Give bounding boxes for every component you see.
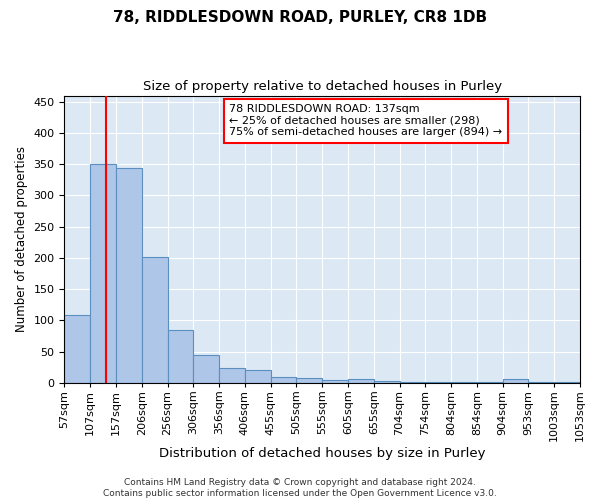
Bar xyxy=(193,354,219,383)
Bar xyxy=(245,370,271,383)
Bar xyxy=(374,381,400,383)
Bar xyxy=(554,382,580,383)
X-axis label: Distribution of detached houses by size in Purley: Distribution of detached houses by size … xyxy=(159,447,485,460)
Bar xyxy=(116,168,142,383)
Title: Size of property relative to detached houses in Purley: Size of property relative to detached ho… xyxy=(143,80,502,93)
Bar xyxy=(90,164,116,383)
Bar xyxy=(296,378,322,383)
Bar xyxy=(322,380,348,383)
Bar xyxy=(142,256,167,383)
Bar xyxy=(400,382,425,383)
Text: 78 RIDDLESDOWN ROAD: 137sqm
← 25% of detached houses are smaller (298)
75% of se: 78 RIDDLESDOWN ROAD: 137sqm ← 25% of det… xyxy=(229,104,503,138)
Text: Contains HM Land Registry data © Crown copyright and database right 2024.
Contai: Contains HM Land Registry data © Crown c… xyxy=(103,478,497,498)
Bar xyxy=(64,316,90,383)
Bar xyxy=(425,382,451,383)
Y-axis label: Number of detached properties: Number of detached properties xyxy=(15,146,28,332)
Bar xyxy=(503,379,529,383)
Bar xyxy=(219,368,245,383)
Bar xyxy=(529,382,554,383)
Bar xyxy=(167,330,193,383)
Bar xyxy=(348,379,374,383)
Bar xyxy=(477,382,503,383)
Text: 78, RIDDLESDOWN ROAD, PURLEY, CR8 1DB: 78, RIDDLESDOWN ROAD, PURLEY, CR8 1DB xyxy=(113,10,487,25)
Bar xyxy=(271,376,296,383)
Bar xyxy=(451,382,477,383)
